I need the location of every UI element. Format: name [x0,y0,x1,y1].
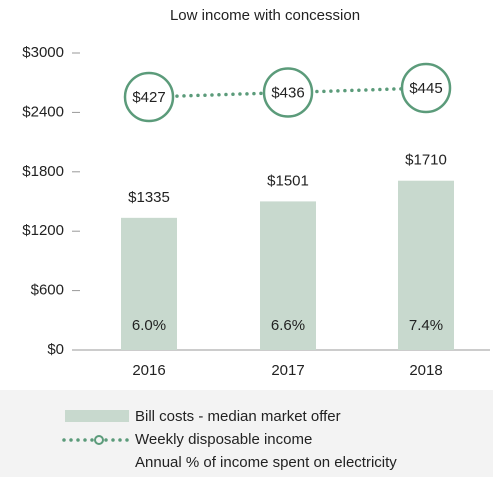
legend-label: Bill costs - median market offer [135,408,341,425]
percent-label: 6.0% [132,317,166,334]
income-label: $445 [409,80,442,97]
bar-value-label: $1335 [128,189,170,206]
y-tick-label: $600 [31,282,64,299]
legend-background [0,390,493,477]
y-tick-label: $0 [47,341,64,358]
legend-marker [94,435,104,445]
y-tick-label: $1200 [22,222,64,239]
x-tick-label: 2017 [271,362,304,379]
income-marker [262,67,314,118]
y-tick-label: $1800 [22,163,64,180]
bar-value-label: $1710 [405,152,447,169]
bar [121,217,177,350]
x-tick-label: 2018 [409,362,442,379]
y-tick-label: $2400 [22,103,64,120]
legend-label: Weekly disposable income [135,431,312,448]
income-marker [123,71,175,123]
bar-value-label: $1501 [267,172,309,189]
bar [398,180,454,350]
income-label: $427 [132,89,165,106]
income-marker [400,62,452,114]
income-label: $436 [271,84,304,101]
percent-label: 7.4% [409,317,443,334]
percent-label: 6.6% [271,317,305,334]
legend-label: Annual % of income spent on electricity [135,454,397,471]
legend-swatch [65,410,129,422]
x-tick-label: 2016 [132,362,165,379]
y-tick-label: $3000 [22,44,64,61]
bar [260,201,316,350]
chart-title: Low income with concession [170,7,360,24]
